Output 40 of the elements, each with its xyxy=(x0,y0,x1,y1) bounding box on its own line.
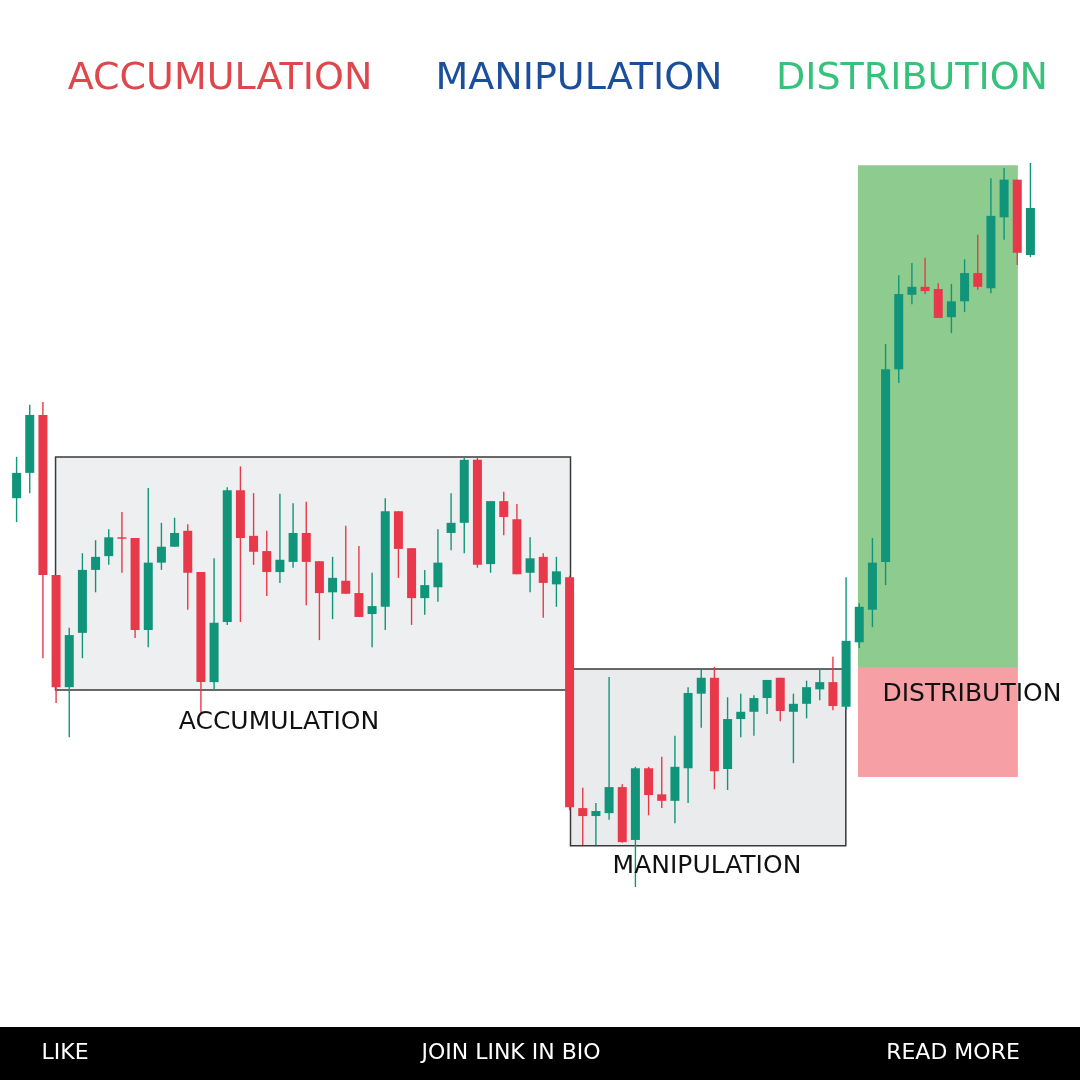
candlestick xyxy=(762,679,772,715)
text: MANIPULATION xyxy=(435,54,723,98)
candlestick xyxy=(551,556,561,608)
candlestick xyxy=(117,511,127,574)
candlestick xyxy=(525,536,535,594)
candlestick xyxy=(815,667,825,701)
candlestick xyxy=(946,283,956,334)
text: LIKE xyxy=(41,1039,89,1064)
candlestick xyxy=(907,262,917,305)
band-label: ACCUMULATION xyxy=(178,706,380,736)
text: READ MORE xyxy=(886,1039,1020,1064)
candlestick xyxy=(828,656,838,712)
candlestick xyxy=(354,545,364,618)
candlestick xyxy=(104,528,114,566)
candlestick xyxy=(788,692,798,764)
band-label: DISTRIBUTION xyxy=(882,678,1062,708)
candlestick xyxy=(328,556,338,620)
text: ACCUMULATION xyxy=(67,54,373,98)
candlestick xyxy=(657,755,667,809)
candlestick xyxy=(341,525,351,595)
candlestick xyxy=(275,493,285,584)
candlestick xyxy=(446,492,456,552)
candlestick xyxy=(156,522,166,571)
candlestick xyxy=(170,517,180,548)
text: DISTRIBUTION xyxy=(775,54,1049,98)
candlestick xyxy=(91,539,101,594)
candlestick xyxy=(420,569,430,616)
candlestick xyxy=(262,530,272,597)
candlestick xyxy=(973,233,983,291)
candlestick xyxy=(367,572,377,649)
candlestick xyxy=(499,491,509,536)
candlestick xyxy=(696,667,706,729)
candlestick xyxy=(249,492,259,566)
candlestick xyxy=(578,787,588,846)
candlestick xyxy=(920,257,930,295)
candlestick xyxy=(749,694,759,737)
candlestick xyxy=(802,679,812,720)
text: JOIN LINK IN BIO xyxy=(419,1039,601,1064)
candlestick xyxy=(591,802,601,846)
candlestick xyxy=(736,692,746,738)
